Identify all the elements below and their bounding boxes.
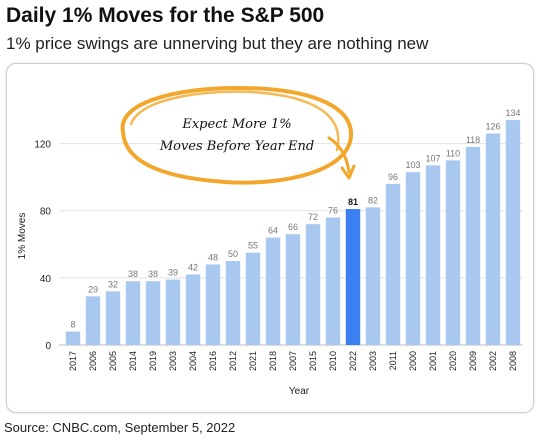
y-tick-label: 120: [34, 140, 51, 151]
x-tick-label: 2019: [148, 351, 158, 371]
source-note: Source: CNBC.com, September 5, 2022: [4, 420, 236, 435]
bar: [65, 331, 81, 345]
x-tick-label: 2004: [188, 351, 198, 371]
annotation-text-line2: Moves Before Year End: [159, 139, 314, 154]
value-label: 81: [348, 197, 358, 207]
value-label: 82: [368, 195, 378, 205]
x-tick-label: 2012: [228, 351, 238, 371]
x-tick-label: 2010: [328, 351, 338, 371]
value-label: 38: [128, 269, 138, 279]
value-label: 76: [328, 205, 338, 215]
value-labels: 8 29 32 38 38 39 42 48 50 55 64 66 72 76 81 82 96 103 107 1…: [70, 108, 520, 330]
x-axis-title: Year: [289, 386, 310, 397]
y-tick-label: 0: [45, 341, 51, 352]
x-tick-label: 2002: [488, 351, 498, 371]
bar: [405, 172, 421, 345]
value-label: 103: [405, 160, 420, 170]
y-tick-labels: 0 40 80 120: [34, 140, 51, 352]
bar: [305, 224, 321, 345]
value-label: 55: [248, 241, 258, 251]
bar: [265, 237, 281, 345]
page-title: Daily 1% Moves for the S&P 500: [6, 4, 325, 27]
value-label: 64: [268, 226, 278, 236]
value-label: 48: [208, 252, 218, 262]
x-tick-label: 2018: [268, 351, 278, 371]
x-tick-label: 2021: [248, 351, 258, 371]
bar: [205, 264, 221, 345]
y-axis-title: 1% Moves: [17, 213, 28, 260]
x-tick-label: 2009: [468, 351, 478, 371]
x-tick-label: 2003: [168, 351, 178, 371]
bar: [225, 261, 241, 345]
bar: [445, 160, 461, 345]
bar: [325, 217, 341, 345]
x-tick-label: 2005: [108, 351, 118, 371]
bar: [365, 207, 381, 345]
value-label: 66: [288, 222, 298, 232]
annotation-circle-stroke: [129, 90, 340, 152]
x-tick-label: 2020: [448, 351, 458, 371]
bar: [125, 281, 141, 345]
value-label: 126: [485, 122, 500, 132]
bar-highlighted: [345, 209, 361, 345]
x-tick-label: 2006: [88, 351, 98, 371]
value-label: 72: [308, 212, 318, 222]
annotation-circle: [120, 85, 354, 185]
annotation-arrowhead: [340, 164, 356, 180]
bar: [165, 279, 181, 345]
value-label: 118: [466, 135, 480, 145]
x-tick-label: 2015: [308, 351, 318, 371]
value-label: 107: [425, 153, 440, 163]
bar: [485, 133, 501, 345]
x-tick-label: 2011: [388, 351, 398, 370]
bar: [425, 165, 441, 345]
value-label: 134: [505, 108, 520, 118]
value-label: 42: [188, 263, 198, 273]
x-tick-label: 2000: [408, 351, 418, 371]
value-label: 110: [446, 148, 460, 158]
x-tick-label: 2017: [68, 351, 78, 371]
x-tick-label: 2008: [508, 351, 518, 371]
y-tick-label: 40: [40, 274, 52, 285]
bar: [285, 234, 301, 345]
value-label: 8: [70, 320, 75, 330]
bar: [185, 274, 201, 345]
bar: [505, 120, 521, 345]
chart-panel: 8 29 32 38 38 39 42 48 50 55 64 66 72 76 81 82 96 103 107 1…: [6, 63, 534, 413]
page-subtitle: 1% price swings are unnerving but they a…: [6, 34, 429, 53]
value-label: 38: [148, 269, 158, 279]
annotation-text-line1: Expect More 1%: [181, 117, 291, 132]
x-tick-label: 2022: [348, 351, 358, 371]
annotation: Expect More 1% Moves Before Year End: [120, 85, 356, 185]
bars: [65, 120, 521, 345]
x-tick-label: 2001: [428, 351, 438, 371]
value-label: 39: [168, 268, 178, 278]
value-label: 50: [228, 249, 238, 259]
value-label: 29: [88, 284, 98, 294]
x-tick-label: 2016: [208, 351, 218, 371]
x-tick-label: 2007: [288, 351, 298, 371]
bar: [385, 183, 401, 345]
y-tick-label: 80: [40, 207, 52, 218]
bar: [105, 291, 121, 345]
bar-chart: 8 29 32 38 38 39 42 48 50 55 64 66 72 76 81 82 96 103 107 1…: [17, 85, 523, 397]
value-label: 32: [108, 279, 118, 289]
x-tick-label: 2003: [368, 351, 378, 371]
x-tick-label: 2014: [128, 351, 138, 371]
value-label: 96: [388, 172, 398, 182]
bar: [145, 281, 161, 345]
bar: [85, 296, 101, 345]
annotation-arrow: [327, 136, 351, 174]
bar: [465, 146, 481, 345]
bar: [245, 252, 261, 345]
x-tick-labels: 2017 2006 2005 2014 2019 2003 2004 2016 2012 2021…: [68, 351, 518, 371]
